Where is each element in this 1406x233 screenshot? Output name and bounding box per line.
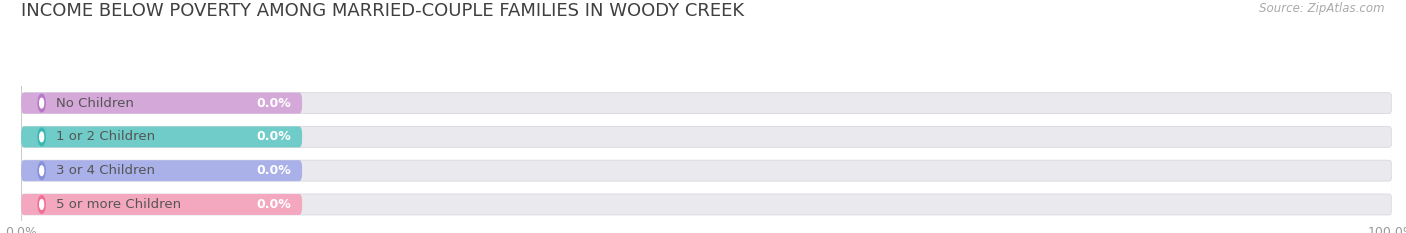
Text: 0.0%: 0.0% bbox=[256, 130, 291, 143]
Text: 0.0%: 0.0% bbox=[256, 164, 291, 177]
Circle shape bbox=[38, 128, 45, 146]
Circle shape bbox=[38, 162, 45, 179]
FancyBboxPatch shape bbox=[21, 127, 302, 147]
FancyBboxPatch shape bbox=[21, 93, 302, 113]
Text: 5 or more Children: 5 or more Children bbox=[56, 198, 181, 211]
FancyBboxPatch shape bbox=[21, 160, 1392, 181]
Circle shape bbox=[38, 94, 45, 112]
Text: 3 or 4 Children: 3 or 4 Children bbox=[56, 164, 155, 177]
Circle shape bbox=[39, 98, 44, 108]
Text: No Children: No Children bbox=[56, 97, 134, 110]
FancyBboxPatch shape bbox=[21, 93, 1392, 113]
Text: INCOME BELOW POVERTY AMONG MARRIED-COUPLE FAMILIES IN WOODY CREEK: INCOME BELOW POVERTY AMONG MARRIED-COUPL… bbox=[21, 2, 744, 20]
Text: 0.0%: 0.0% bbox=[256, 198, 291, 211]
Text: Source: ZipAtlas.com: Source: ZipAtlas.com bbox=[1260, 2, 1385, 15]
FancyBboxPatch shape bbox=[21, 127, 1392, 147]
Circle shape bbox=[39, 132, 44, 142]
FancyBboxPatch shape bbox=[21, 194, 1392, 215]
FancyBboxPatch shape bbox=[21, 160, 302, 181]
Circle shape bbox=[39, 166, 44, 175]
Circle shape bbox=[39, 200, 44, 209]
Circle shape bbox=[38, 196, 45, 213]
FancyBboxPatch shape bbox=[21, 194, 302, 215]
Text: 1 or 2 Children: 1 or 2 Children bbox=[56, 130, 155, 143]
Text: 0.0%: 0.0% bbox=[256, 97, 291, 110]
